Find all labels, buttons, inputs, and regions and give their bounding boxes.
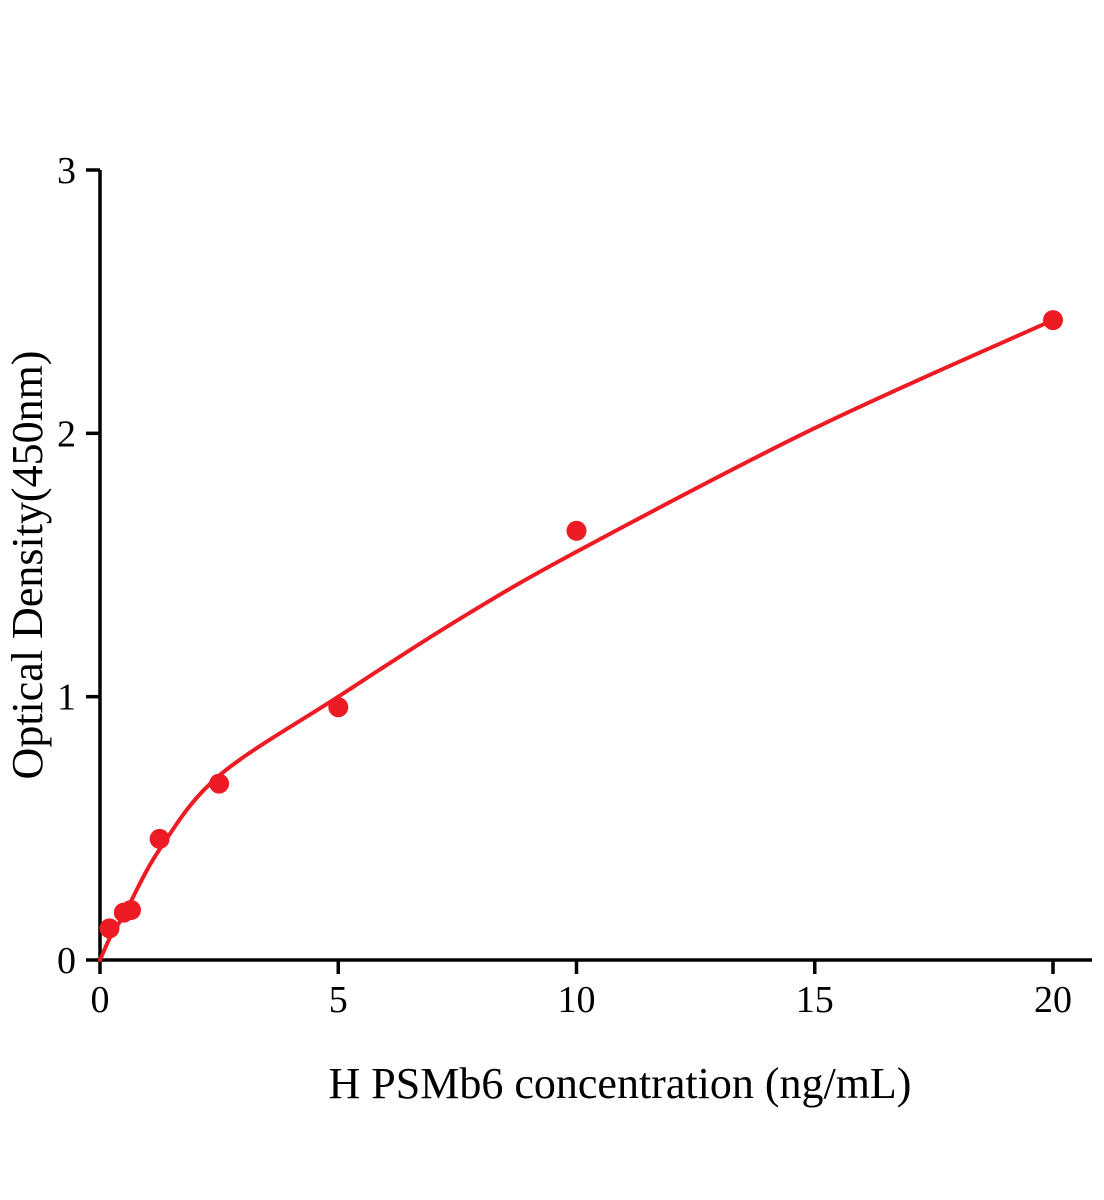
data-point: [328, 697, 349, 718]
data-point: [1043, 310, 1063, 331]
fit-curve: [98, 318, 1055, 962]
x-tick-label: 15: [796, 979, 834, 1021]
y-tick-label: 1: [57, 677, 76, 719]
data-point: [209, 773, 230, 794]
x-tick-label: 10: [558, 979, 596, 1021]
y-axis-title: Optical Density(450nm): [3, 351, 52, 780]
y-tick-label: 2: [57, 413, 76, 455]
x-tick-label: 0: [91, 979, 110, 1021]
y-tick-label: 0: [57, 940, 76, 982]
plot-layer: 0 5 10 15 20 0 1 2 3: [57, 150, 1092, 1021]
data-point: [121, 900, 141, 920]
x-tick-label: 20: [1034, 979, 1072, 1021]
y-tick-label: 3: [57, 150, 76, 192]
x-axis-title: H PSMb6 concentration (ng/mL): [329, 1059, 912, 1108]
data-point: [99, 918, 120, 939]
data-point: [566, 520, 587, 541]
data-point: [149, 828, 170, 849]
x-tick-label: 5: [329, 979, 348, 1021]
